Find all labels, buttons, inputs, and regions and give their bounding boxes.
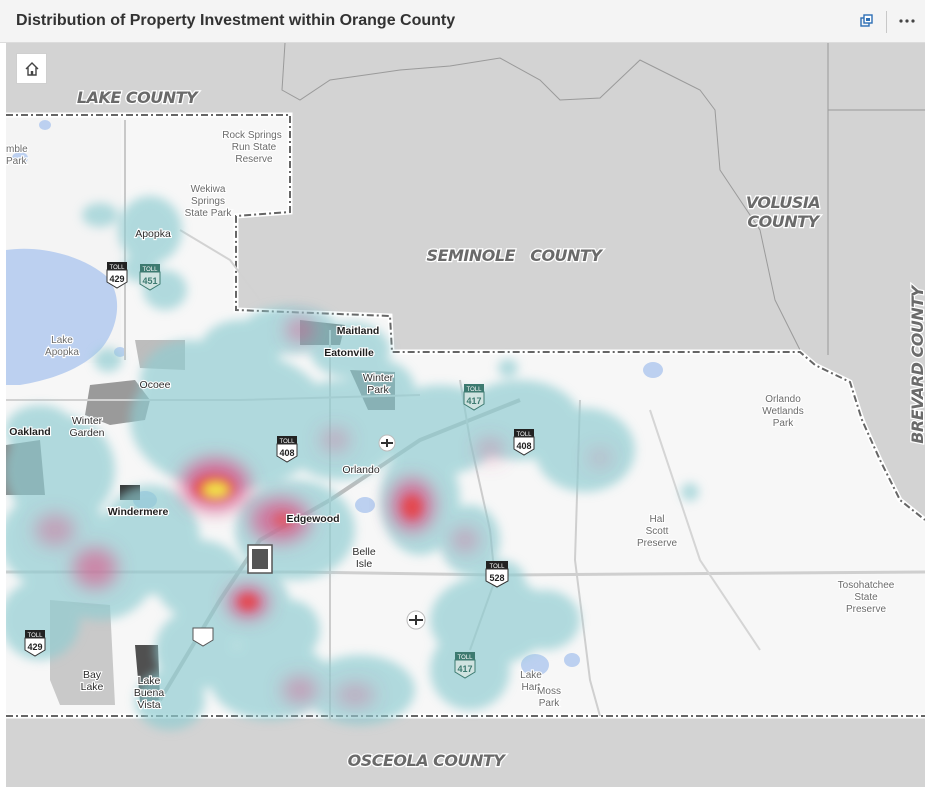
svg-text:429: 429	[109, 274, 124, 284]
svg-text:417: 417	[457, 664, 472, 674]
county-boundary	[281, 43, 801, 351]
highway-shield-408-east: TOLL 408	[513, 429, 535, 456]
apopka-label: Apopka	[135, 228, 171, 240]
lake-apopka-label: Lake	[51, 335, 73, 346]
volusia-county-label-2: COUNTY	[747, 212, 820, 231]
svg-text:451: 451	[142, 276, 157, 286]
lake-hart-label: Hart	[522, 682, 541, 693]
interstate-shield-icon	[192, 627, 214, 647]
svg-text:TOLL: TOLL	[490, 564, 506, 570]
svg-text:TOLL: TOLL	[143, 267, 159, 273]
home-icon	[25, 61, 38, 76]
lake-county-label: LAKE COUNTY	[77, 88, 199, 107]
wekiwa-springs-label: Springs	[191, 196, 225, 207]
orlando-wetlands-label: Wetlands	[762, 406, 804, 417]
tosohatchee-label: Preserve	[846, 604, 886, 615]
mble-label: mble	[6, 144, 28, 155]
lake-small	[564, 653, 580, 667]
orlando-label: Orlando	[342, 464, 380, 476]
highway-shield-417-north: TOLL 417	[463, 384, 485, 411]
highway-shield-451: TOLL 451	[139, 264, 161, 291]
lake-hart	[521, 654, 549, 676]
svg-text:TOLL: TOLL	[467, 387, 483, 393]
highway-shield-417-south: TOLL 417	[454, 652, 476, 679]
lake-apopka-label: Apopka	[45, 347, 79, 358]
seminole-county-label: SEMINOLE COUNTY	[427, 246, 604, 265]
wekiwa-springs-label: State Park	[185, 208, 233, 219]
svg-text:TOLL: TOLL	[458, 655, 474, 661]
orlando-wetlands-label: Park	[773, 418, 795, 429]
more-options-icon[interactable]	[896, 10, 918, 32]
rock-springs-label: Run State	[232, 142, 277, 153]
home-button[interactable]	[16, 53, 47, 84]
osceola-county-label: OSCEOLA COUNTY	[348, 751, 507, 770]
highway-shield-408-west: TOLL 408	[276, 436, 298, 463]
heatmap-high-density	[194, 476, 422, 610]
maitland-label: Maitland	[337, 325, 380, 337]
wekiwa-springs-label: Wekiwa	[191, 184, 226, 195]
panel-header: Distribution of Property Investment with…	[0, 0, 925, 43]
road	[179, 229, 261, 301]
winter-garden-label: Winter	[72, 415, 103, 427]
header-divider	[886, 11, 887, 33]
lake-small	[643, 362, 663, 378]
highway-shield-528: TOLL 528	[485, 561, 509, 588]
winter-park-label: Winter	[363, 372, 394, 384]
ocoee-label: Ocoee	[140, 379, 171, 391]
lake-buena-vista-label: Lake	[138, 675, 161, 687]
lake-hart-label: Lake	[520, 670, 542, 681]
brevard-county-label: BREVARD COUNTY	[908, 284, 925, 443]
svg-text:TOLL: TOLL	[110, 265, 126, 271]
belle-isle-label: Isle	[356, 558, 373, 570]
windermere-label: Windermere	[108, 506, 169, 518]
belle-isle-label: Belle	[352, 546, 376, 558]
tosohatchee-label: Tosohatchee	[838, 580, 895, 591]
svg-text:TOLL: TOLL	[280, 439, 296, 445]
svg-text:TOLL: TOLL	[517, 432, 533, 438]
turnpike-shield-icon	[247, 544, 273, 574]
oakland-label: Oakland	[9, 426, 50, 438]
panel-title: Distribution of Property Investment with…	[16, 12, 456, 29]
osceola-county-area	[6, 719, 925, 787]
lake-small	[39, 120, 51, 130]
moss-park-label: Park	[539, 698, 561, 709]
rock-springs-label: Reserve	[235, 154, 273, 165]
svg-text:408: 408	[279, 448, 294, 458]
park-label: Park	[6, 156, 28, 167]
lake-small	[355, 497, 375, 513]
svg-text:TOLL: TOLL	[28, 633, 44, 639]
svg-text:429: 429	[27, 642, 42, 652]
road	[649, 409, 761, 651]
rock-springs-label: Rock Springs	[222, 130, 281, 141]
tosohatchee-label: State	[854, 592, 878, 603]
airport-icon	[378, 434, 396, 452]
lake-buena-vista-label: Vista	[137, 699, 160, 711]
svg-text:408: 408	[516, 441, 531, 451]
svg-text:528: 528	[489, 573, 504, 583]
edgewood-label: Edgewood	[286, 513, 339, 525]
highway-shield-429-south: TOLL 429	[24, 630, 46, 657]
lake-buena-vista-label: Buena	[134, 687, 165, 699]
eatonville-label: Eatonville	[324, 347, 374, 359]
winter-park-label: Park	[367, 384, 389, 396]
highway-shield-429: TOLL 429	[106, 262, 128, 289]
lake-apopka	[6, 248, 118, 385]
winter-garden-label: Garden	[69, 427, 104, 439]
hal-scott-label: Scott	[646, 526, 669, 537]
restore-window-icon[interactable]	[856, 10, 878, 32]
volusia-county-label-1: VOLUSIA	[746, 193, 820, 212]
hal-scott-label: Hal	[649, 514, 664, 525]
moss-park-label: Moss	[537, 686, 561, 697]
lake-small	[12, 152, 28, 164]
orange-county-boundary-dash	[6, 114, 925, 521]
svg-text:417: 417	[466, 396, 481, 406]
map-view[interactable]: TOLL 429 TOLL 451 TOLL 417 TOLL 408 TOLL…	[6, 43, 925, 787]
airport-icon	[406, 610, 426, 630]
orlando-wetlands-label: Orlando	[765, 394, 801, 405]
map-canvas[interactable]: TOLL 429 TOLL 451 TOLL 417 TOLL 408 TOLL…	[6, 43, 925, 787]
bay-lake-label: Lake	[81, 681, 104, 693]
hal-scott-label: Preserve	[637, 538, 677, 549]
bay-lake-label: Bay	[83, 669, 102, 681]
